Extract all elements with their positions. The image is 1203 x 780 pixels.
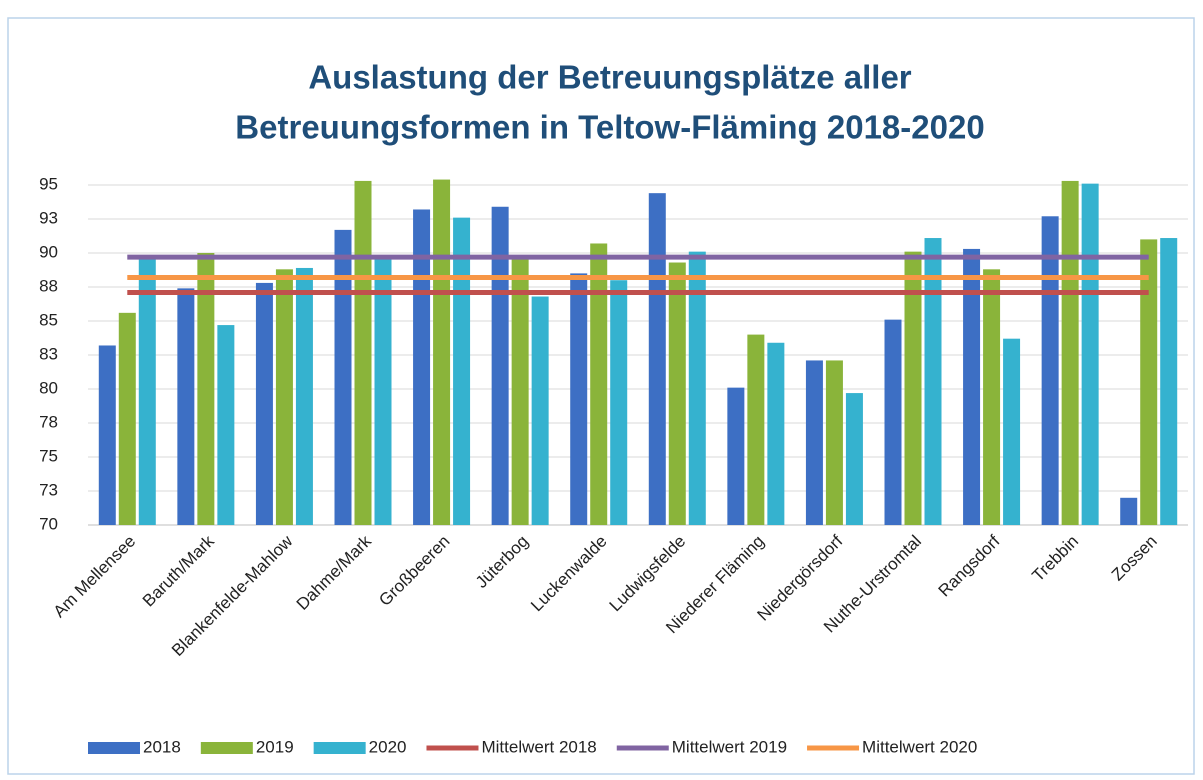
- y-tick-label: 70: [39, 514, 58, 533]
- bar: [1003, 338, 1021, 525]
- legend-label: Mittelwert 2019: [672, 737, 787, 756]
- x-tick-label: Luckenwalde: [527, 532, 611, 616]
- y-tick-label: 88: [39, 276, 58, 295]
- bar: [433, 179, 451, 525]
- bar: [1140, 239, 1158, 525]
- bar: [963, 248, 981, 526]
- bar: [884, 319, 902, 525]
- chart-frame: [7, 17, 1195, 775]
- bar: [1160, 238, 1178, 526]
- bar: [767, 342, 785, 525]
- y-tick-label: 90: [39, 242, 58, 261]
- bar: [845, 393, 863, 525]
- legend-label: 2018: [143, 737, 181, 756]
- bar: [98, 345, 116, 525]
- bar: [590, 243, 608, 526]
- bar: [295, 267, 313, 525]
- y-tick-label: 80: [39, 378, 58, 397]
- x-tick-label: Trebbin: [1028, 532, 1082, 586]
- bar: [275, 269, 293, 525]
- y-tick-label: 95: [39, 174, 58, 193]
- legend-swatch: [200, 742, 253, 754]
- x-tick-label: Am Mellensee: [50, 532, 140, 622]
- chart-title: Auslastung der Betreuungsplätze aller: [308, 59, 911, 96]
- legend-swatch: [313, 742, 366, 754]
- x-tick-label: Großbeeren: [375, 532, 453, 610]
- bar: [334, 229, 352, 525]
- bar: [197, 253, 215, 525]
- y-tick-label: 75: [39, 446, 58, 465]
- bar: [1041, 216, 1059, 525]
- x-tick-label: Rangsdorf: [935, 531, 1004, 600]
- bar: [1120, 497, 1138, 525]
- bar: [668, 262, 686, 525]
- bar: [177, 288, 195, 525]
- bar: [217, 325, 235, 525]
- bar: [413, 209, 431, 526]
- bar: [491, 206, 509, 525]
- bar: [354, 180, 372, 526]
- legend-label: 2020: [369, 737, 407, 756]
- bar: [511, 258, 529, 525]
- x-tick-label: Zossen: [1108, 532, 1161, 585]
- y-tick-label: 73: [39, 480, 58, 499]
- bar: [610, 280, 628, 525]
- legend-label: Mittelwert 2020: [862, 737, 977, 756]
- bar: [1061, 180, 1079, 526]
- bar: [374, 258, 392, 525]
- bar: [255, 282, 273, 525]
- bar: [570, 273, 588, 525]
- bar: [138, 258, 156, 525]
- bar: [531, 296, 549, 525]
- bar: [924, 238, 942, 526]
- bar: [1081, 183, 1099, 525]
- y-tick-label: 78: [39, 412, 58, 431]
- y-tick-label: 85: [39, 310, 58, 329]
- bar: [453, 217, 471, 525]
- x-tick-label: Jüterbog: [472, 532, 532, 592]
- y-tick-label: 93: [39, 208, 58, 227]
- bar: [727, 387, 745, 525]
- legend-swatch: [88, 742, 140, 754]
- bar: [825, 360, 843, 525]
- y-tick-label: 83: [39, 344, 58, 363]
- legend-label: 2019: [256, 737, 294, 756]
- bar: [747, 334, 765, 525]
- bar: [983, 269, 1001, 525]
- x-tick-label: Baruth/Mark: [139, 531, 218, 610]
- bar: [118, 312, 136, 525]
- bar: [904, 251, 922, 525]
- legend-label: Mittelwert 2018: [481, 737, 596, 756]
- bar: [688, 251, 706, 525]
- bar: [648, 193, 666, 525]
- chart-title: Betreuungsformen in Teltow-Fläming 2018-…: [235, 109, 984, 146]
- x-tick-label: Ludwigsfelde: [606, 532, 690, 616]
- x-tick-label: Dahme/Mark: [293, 531, 376, 614]
- bar: [805, 360, 823, 525]
